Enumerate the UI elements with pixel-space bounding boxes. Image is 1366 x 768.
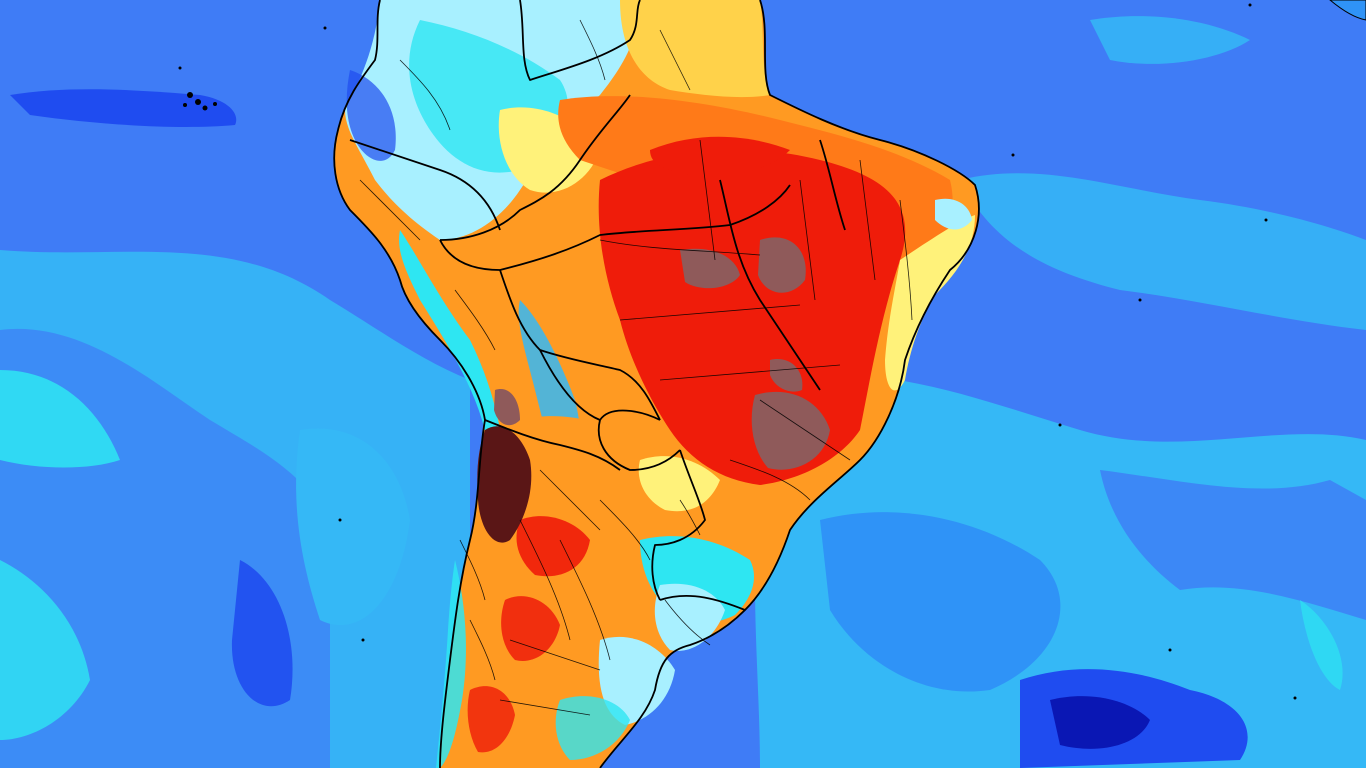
- land-anomaly-field: [345, 0, 975, 768]
- country-borders: [333, 0, 980, 768]
- africa-edge: [1329, 0, 1366, 21]
- islands: [178, 3, 1297, 700]
- state-borders: [359, 19, 913, 716]
- ocean-anomaly-field: [0, 16, 1366, 768]
